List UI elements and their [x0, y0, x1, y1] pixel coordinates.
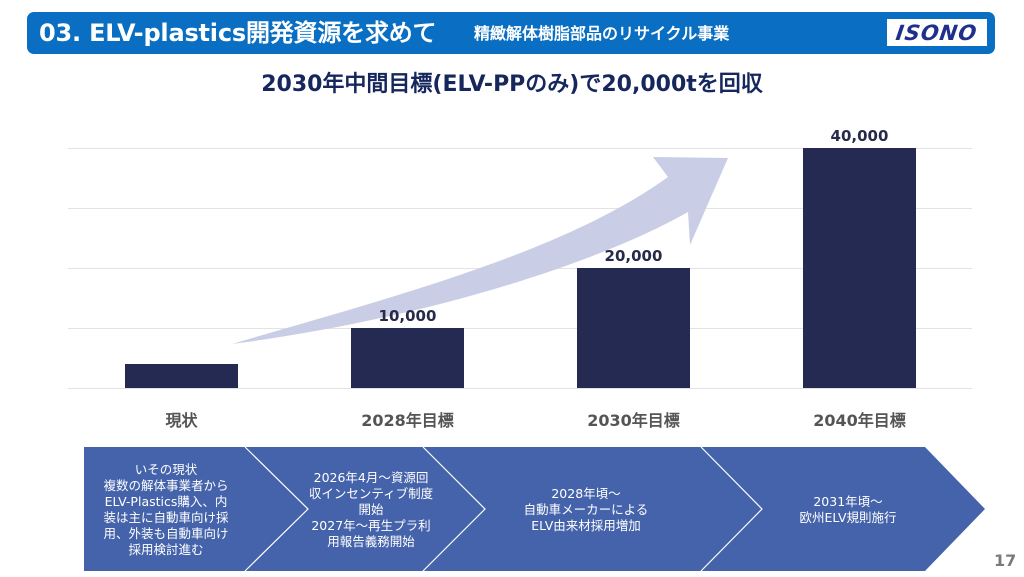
timeline-step-line: 自動車メーカーによる	[523, 502, 649, 517]
chevron-divider	[244, 446, 309, 572]
timeline-chevron-banner	[84, 446, 985, 572]
timeline-step-line: 2027年～再生プラ利	[311, 518, 431, 533]
timeline-step-line: 用、外装も自動車向け	[103, 526, 229, 541]
timeline-step-line: ELV-Plastics購入、内	[104, 494, 228, 509]
timeline-step: 2026年4月～資源回 収インセンティブ制度 開始 2027年～再生プラ利 用報告義務開…	[309, 470, 433, 550]
data-labels: 10,000 20,000 40,000	[379, 127, 889, 325]
company-logo: ISONO	[887, 19, 987, 46]
bar	[125, 364, 238, 388]
title-banner: 03. ELV-plastics開発資源を求めて 精緻解体樹脂部品のリサイクル事…	[27, 12, 995, 54]
timeline-step-line: 2026年4月～資源回	[313, 470, 429, 485]
bar	[803, 148, 916, 388]
timeline-step-line: 装は主に自動車向け採	[103, 510, 229, 525]
category-labels: 現状 2028年目標 2030年目標 2040年目標	[165, 411, 905, 430]
timeline-step: 2031年頃～ 欧州ELV規則施行	[799, 494, 896, 526]
slide-title: 03. ELV-plastics開発資源を求めて	[39, 19, 437, 47]
timeline-step-line: 採用検討進む	[128, 542, 204, 557]
timeline-step-line: ELV由来材採用増加	[531, 518, 641, 533]
timeline-step-line: 2031年頃～	[813, 494, 883, 509]
chart-title: 2030年中間目標(ELV-PPのみ)で20,000tを回収	[261, 72, 763, 97]
timeline-step-line: いその現状	[134, 462, 198, 477]
timeline-step: 2028年頃～ 自動車メーカーによる ELV由来材採用増加	[524, 486, 649, 534]
category-label: 2040年目標	[813, 411, 906, 430]
category-label: 2028年目標	[361, 411, 454, 430]
timeline-step-line: 開始	[358, 502, 384, 517]
timeline-step: いその現状 複数の解体事業者から ELV-Plastics購入、内 装は主に自動車向け…	[103, 462, 228, 558]
slide-subtitle: 精緻解体樹脂部品のリサイクル事業	[474, 24, 730, 43]
bar-value-label: 40,000	[831, 127, 889, 145]
bar	[351, 328, 464, 388]
timeline-step-line: 2028年頃～	[551, 486, 621, 501]
timeline-step-line: 複数の解体事業者から	[103, 478, 229, 493]
page-number: 17	[994, 551, 1017, 570]
timeline-step-line: 用報告義務開始	[327, 534, 415, 549]
chevron-divider	[700, 446, 763, 572]
bar-value-label: 10,000	[379, 307, 437, 325]
timeline-step-line: 収インセンティブ制度	[308, 486, 434, 501]
timeline-step-line: 欧州ELV規則施行	[799, 510, 897, 525]
category-label: 現状	[165, 411, 198, 430]
bar-value-label: 20,000	[605, 247, 663, 265]
trend-arrow-icon	[232, 157, 728, 344]
bar	[577, 268, 690, 388]
category-label: 2030年目標	[587, 411, 680, 430]
bars	[125, 148, 916, 388]
chevron-divider	[422, 446, 486, 572]
timeline-banner	[84, 447, 985, 571]
